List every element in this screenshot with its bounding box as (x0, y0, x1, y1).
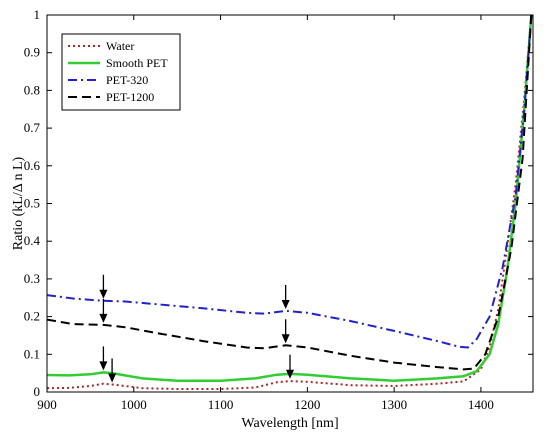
annotation-arrow (99, 298, 108, 323)
annotation-arrow (99, 346, 108, 371)
y-axis-label: Ratio (kL/Δ n L) (11, 156, 26, 250)
x-tick-label: 1100 (208, 397, 234, 412)
y-axis: 0 0.1 0.2 0.3 0.4 0.5 0.6 0.7 0.8 0.9 1 (24, 7, 533, 399)
x-tick-label: 900 (37, 397, 57, 412)
plot-area (47, 14, 533, 390)
x-axis: 900 1000 1100 1200 1300 1400 (37, 15, 494, 412)
annotation-arrow (108, 358, 117, 383)
x-tick-label: 1400 (468, 397, 494, 412)
y-tick-label: 0.9 (24, 45, 40, 60)
y-tick-label: 0.5 (24, 196, 40, 211)
legend: Water Smooth PET PET-320 PET-1200 (61, 33, 181, 111)
x-tick-label: 1200 (294, 397, 320, 412)
series-line-pet-1200 (47, 14, 533, 371)
legend-label: Smooth PET (106, 56, 168, 70)
legend-label: PET-1200 (106, 90, 154, 104)
annotation-arrow (281, 284, 290, 309)
y-tick-label: 0 (34, 384, 41, 399)
y-tick-label: 1 (34, 7, 41, 22)
annotation-arrow (99, 274, 108, 299)
y-tick-label: 0.3 (24, 271, 40, 286)
y-tick-label: 0.7 (24, 120, 41, 135)
y-tick-label: 0.1 (24, 346, 40, 361)
x-tick-label: 1000 (121, 397, 147, 412)
y-tick-label: 0.6 (24, 158, 41, 173)
legend-label: Water (106, 39, 134, 53)
x-axis-label: Wavelength [nm] (241, 416, 338, 431)
legend-box (61, 33, 181, 111)
series-line-smooth-pet (47, 14, 533, 382)
series-line-pet-320 (47, 14, 533, 349)
annotation-arrow (281, 319, 290, 344)
y-tick-label: 0.2 (24, 309, 40, 324)
legend-label: PET-320 (106, 73, 148, 87)
y-tick-label: 0.4 (24, 233, 41, 248)
annotation-arrow (286, 354, 294, 379)
y-tick-label: 0.8 (24, 82, 40, 97)
x-tick-label: 1300 (381, 397, 407, 412)
